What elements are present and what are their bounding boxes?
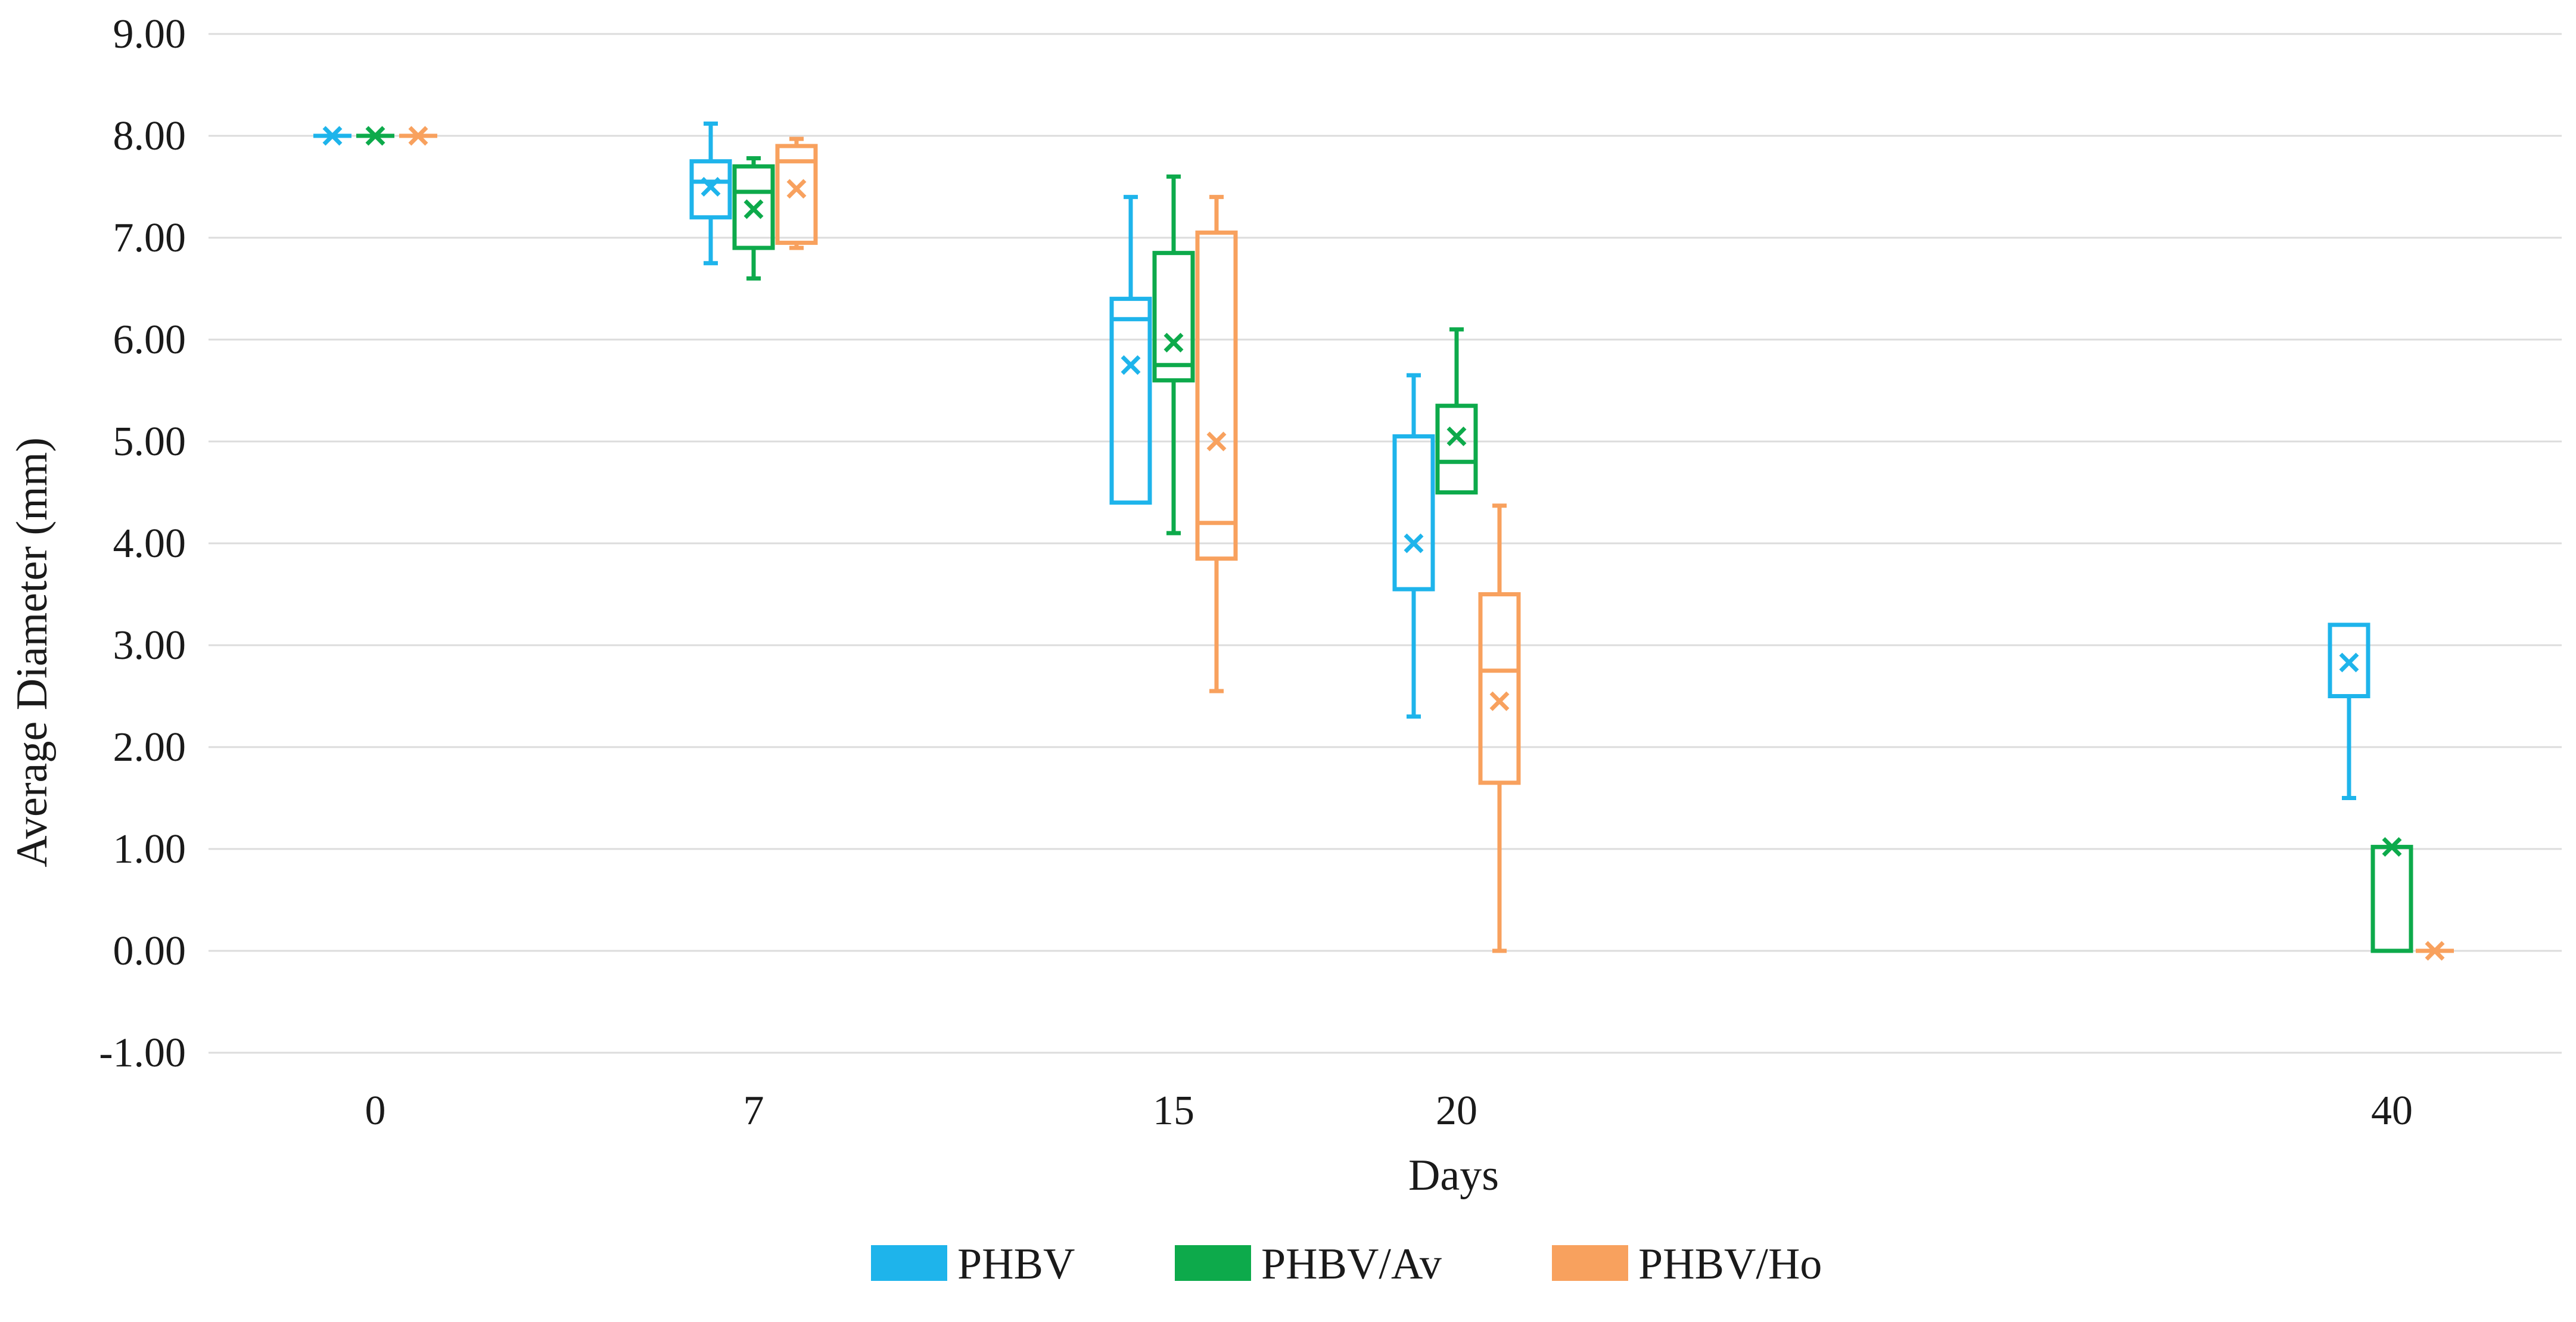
legend-label: PHBV/Av: [1261, 1240, 1442, 1289]
y-tick-label: 5.00: [113, 419, 186, 465]
y-tick-label: 2.00: [113, 724, 186, 770]
y-tick-label: 3.00: [113, 623, 186, 668]
iqr-box: [2370, 845, 2413, 953]
box-day-20: [1435, 327, 1478, 495]
y-tick-label: 1.00: [113, 826, 186, 872]
y-axis-title: Average Diameter (mm): [8, 437, 57, 867]
mean-marker: [1404, 533, 1424, 553]
mean-marker: [1489, 691, 1510, 711]
y-axis-ticks: -1.00 0.00 1.00 2.00 3.00 4.00 5.00 6.00 7.00 8.0…: [99, 11, 186, 1076]
box-day-0: [399, 126, 437, 146]
mean-marker: [1121, 355, 1141, 375]
y-tick-label: 0.00: [113, 928, 186, 974]
mean-marker: [786, 179, 807, 199]
y-tick-label: -1.00: [99, 1030, 186, 1076]
mean-marker: [1446, 426, 1467, 446]
series-phbv: [313, 121, 2370, 800]
mean-marker: [2382, 837, 2402, 857]
mean-marker: [1206, 431, 1227, 452]
box-day-0: [313, 126, 351, 146]
y-tick-label: 8.00: [113, 113, 186, 159]
legend-swatch: [1175, 1245, 1251, 1281]
mean-marker: [1163, 332, 1184, 353]
iqr-box: [1109, 297, 1152, 505]
mean-marker: [2339, 652, 2359, 673]
x-tick-label: 7: [743, 1088, 764, 1134]
x-tick-label: 20: [1436, 1088, 1477, 1134]
x-tick-label: 15: [1153, 1088, 1194, 1134]
box-day-0: [356, 126, 394, 146]
box-day-20: [1478, 503, 1521, 953]
box-day-7: [732, 156, 775, 281]
y-tick-label: 9.00: [113, 11, 186, 57]
legend-label: PHBV: [957, 1240, 1075, 1289]
legend-swatch: [1552, 1245, 1628, 1281]
series-phbv-ho: [399, 126, 2454, 961]
x-axis-ticks: 0 7 15 20 40: [365, 1088, 2413, 1134]
legend: PHBV PHBV/Av PHBV/Ho: [871, 1240, 1822, 1289]
iqr-box: [732, 164, 775, 250]
box-day-15: [1109, 195, 1152, 505]
box-day-20: [1392, 373, 1435, 719]
legend-label: PHBV/Ho: [1638, 1240, 1822, 1289]
iqr-box: [1435, 403, 1478, 495]
box-day-40: [2416, 941, 2454, 961]
iqr-box: [1478, 592, 1521, 785]
y-tick-label: 6.00: [113, 317, 186, 363]
box-series-group: [313, 121, 2454, 961]
legend-swatch: [871, 1245, 947, 1281]
x-tick-label: 0: [365, 1088, 386, 1134]
iqr-box: [775, 144, 818, 245]
mean-marker: [2425, 941, 2445, 961]
y-tick-label: 4.00: [113, 521, 186, 567]
gridlines: [209, 33, 2562, 1054]
mean-marker: [743, 199, 764, 219]
y-tick-label: 7.00: [113, 215, 186, 261]
box-day-15: [1152, 174, 1195, 536]
mean-marker: [408, 126, 428, 146]
box-day-40: [2328, 623, 2370, 800]
x-axis-title: Days: [1408, 1151, 1499, 1200]
iqr-box: [1152, 251, 1195, 382]
box-day-40: [2370, 837, 2413, 953]
box-day-7: [689, 121, 732, 266]
mean-marker: [365, 126, 385, 146]
series-phbv-av: [356, 126, 2413, 953]
box-day-7: [775, 136, 818, 250]
iqr-box: [689, 159, 732, 220]
mean-marker: [322, 126, 343, 146]
iqr-box: [1392, 434, 1435, 592]
x-tick-label: 40: [2371, 1088, 2413, 1134]
iqr-box: [1195, 230, 1238, 561]
box-day-15: [1195, 195, 1238, 693]
mean-marker: [701, 177, 721, 197]
